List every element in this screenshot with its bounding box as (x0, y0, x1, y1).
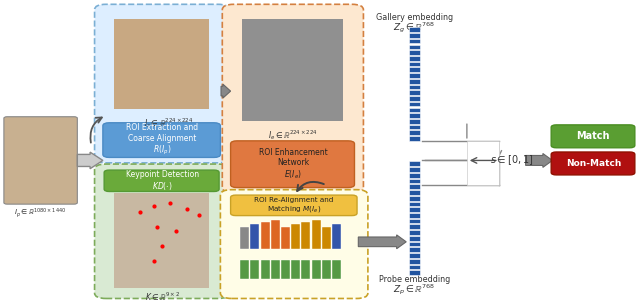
Bar (322, 227, 331, 249)
Bar (409, 179, 420, 183)
FancyBboxPatch shape (4, 117, 77, 204)
Text: Non-Match: Non-Match (566, 159, 621, 168)
Bar (409, 33, 420, 38)
Bar (409, 224, 420, 229)
Bar (409, 167, 420, 172)
Bar (240, 260, 249, 279)
FancyBboxPatch shape (230, 141, 355, 188)
Text: Keypoint Detection
$KD(\cdot)$: Keypoint Detection $KD(\cdot)$ (125, 170, 199, 192)
Text: Match: Match (577, 131, 610, 141)
FancyBboxPatch shape (551, 152, 635, 175)
Bar (409, 45, 420, 49)
Text: $I_p \in \mathbb{R}^{1080\times1440}$: $I_p \in \mathbb{R}^{1080\times1440}$ (14, 206, 67, 220)
Bar (409, 131, 420, 135)
Text: ROI Enhancement
Network
$E(I_e)$: ROI Enhancement Network $E(I_e)$ (259, 148, 328, 181)
Bar (409, 136, 420, 141)
FancyArrow shape (525, 153, 552, 167)
Bar (409, 213, 420, 218)
FancyBboxPatch shape (222, 4, 364, 193)
Bar (281, 227, 290, 249)
Bar (409, 27, 420, 32)
Bar (409, 62, 420, 66)
Bar (409, 125, 420, 129)
FancyBboxPatch shape (551, 125, 635, 148)
FancyBboxPatch shape (220, 190, 368, 299)
FancyBboxPatch shape (230, 195, 357, 216)
Bar (409, 108, 420, 112)
Bar (409, 190, 420, 195)
Bar (409, 185, 420, 189)
Bar (260, 260, 269, 279)
Bar (409, 50, 420, 55)
Text: $I_e \in \mathbb{R}^{224\times224}$: $I_e \in \mathbb{R}^{224\times224}$ (268, 128, 318, 142)
Bar (312, 220, 321, 249)
Bar (409, 84, 420, 89)
Bar (409, 161, 420, 166)
Bar (115, 19, 209, 109)
Bar (409, 90, 420, 95)
Text: Gallery embedding: Gallery embedding (376, 13, 453, 22)
Bar (409, 242, 420, 246)
Bar (409, 56, 420, 61)
Bar (409, 219, 420, 224)
FancyBboxPatch shape (95, 4, 229, 163)
FancyBboxPatch shape (95, 164, 229, 299)
Bar (115, 193, 209, 288)
Text: Probe embedding: Probe embedding (379, 275, 450, 284)
Bar (409, 73, 420, 78)
FancyBboxPatch shape (104, 170, 219, 192)
Bar (291, 224, 300, 249)
Bar (409, 102, 420, 106)
Bar (332, 224, 341, 249)
Bar (332, 260, 341, 279)
Text: $K \in \mathbb{R}^{9\times2}$: $K \in \mathbb{R}^{9\times2}$ (145, 291, 180, 303)
Bar (409, 96, 420, 101)
Bar (301, 260, 310, 279)
Bar (250, 224, 259, 249)
Bar (409, 119, 420, 124)
Bar (281, 260, 290, 279)
Bar (312, 260, 321, 279)
Bar (409, 230, 420, 235)
Text: $s \in [0,1]$: $s \in [0,1]$ (490, 153, 533, 167)
Text: $Z_g \in \mathbb{R}^{768}$: $Z_g \in \mathbb{R}^{768}$ (394, 20, 436, 35)
FancyArrow shape (77, 152, 103, 169)
FancyArrow shape (221, 84, 230, 98)
Bar (409, 207, 420, 212)
Bar (409, 79, 420, 84)
Bar (409, 259, 420, 264)
Bar (409, 196, 420, 200)
Text: $I_c \in \mathbb{R}^{224\times224}$: $I_c \in \mathbb{R}^{224\times224}$ (144, 116, 193, 130)
Bar (322, 260, 331, 279)
Bar (409, 173, 420, 178)
Bar (242, 19, 343, 121)
Text: $Z_p \in \mathbb{R}^{768}$: $Z_p \in \mathbb{R}^{768}$ (394, 283, 436, 297)
FancyBboxPatch shape (103, 123, 220, 157)
Bar (409, 113, 420, 118)
Bar (409, 39, 420, 44)
Text: ROI Extraction and
Coarse Alignment
$R(I_p)$: ROI Extraction and Coarse Alignment $R(I… (126, 123, 198, 157)
Bar (291, 260, 300, 279)
Bar (271, 260, 280, 279)
Bar (301, 222, 310, 249)
Bar (409, 67, 420, 72)
Bar (250, 260, 259, 279)
Bar (409, 253, 420, 258)
Bar (409, 202, 420, 206)
Bar (409, 247, 420, 252)
Text: ROI Re-Alignment and
Matching $M(I_e)$: ROI Re-Alignment and Matching $M(I_e)$ (254, 197, 333, 214)
Bar (260, 222, 269, 249)
Bar (271, 220, 280, 249)
Bar (240, 227, 249, 249)
Bar (467, 141, 499, 185)
Bar (409, 236, 420, 241)
Bar (409, 270, 420, 275)
Bar (409, 264, 420, 269)
FancyArrow shape (358, 235, 406, 249)
